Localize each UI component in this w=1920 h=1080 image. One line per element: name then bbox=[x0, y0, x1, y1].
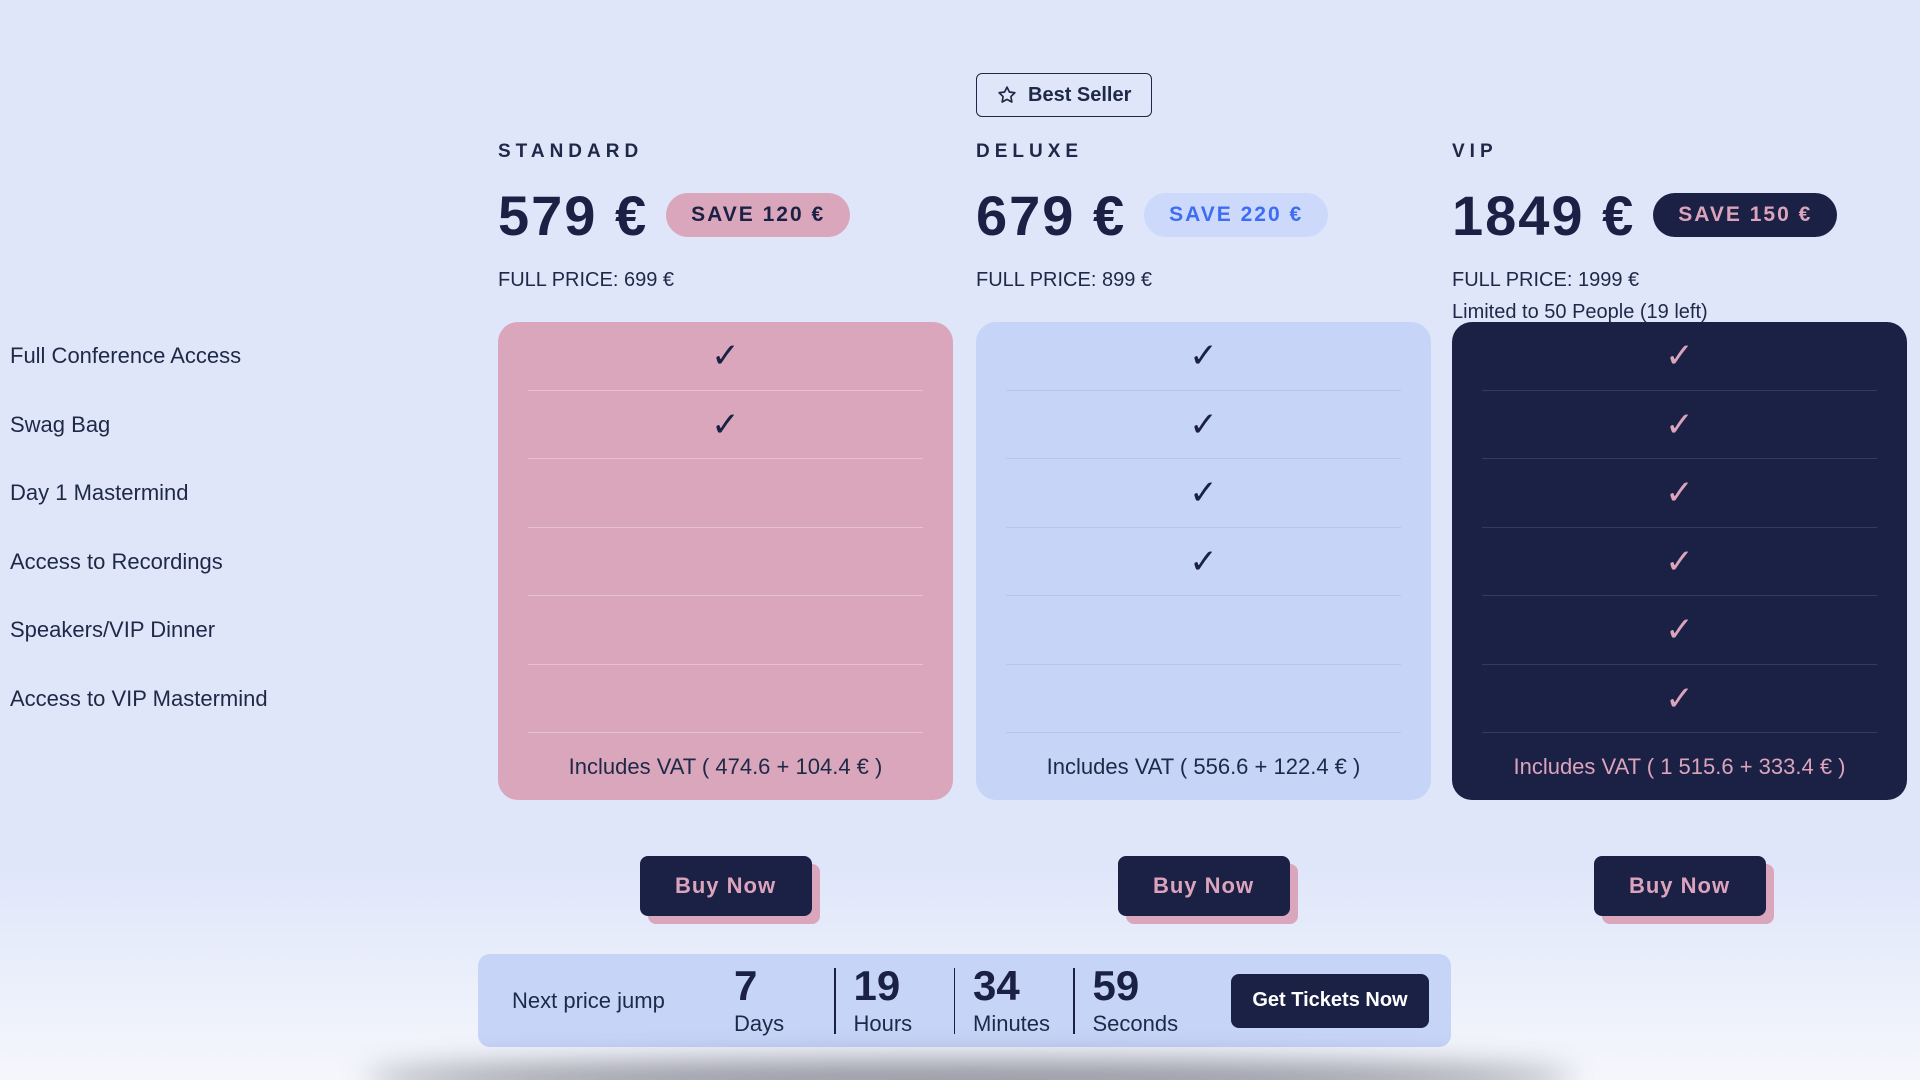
feature-label-text: Access to VIP Mastermind bbox=[10, 685, 268, 711]
feature-label: Swag Bag bbox=[10, 391, 430, 460]
check-cell: ✓ bbox=[711, 337, 740, 376]
tier-name: VIP bbox=[1452, 141, 1498, 162]
feature-check-row bbox=[498, 596, 953, 665]
feature-label-text: Day 1 Mastermind bbox=[10, 480, 189, 506]
limited-note: Limited to 50 People (19 left) bbox=[1452, 301, 1708, 323]
divider bbox=[1073, 967, 1075, 1034]
save-badge: SAVE 150 € bbox=[1653, 193, 1838, 237]
check-cell: ✓ bbox=[1665, 542, 1694, 581]
bottom-shadow bbox=[365, 1062, 1575, 1080]
tier-name: STANDARD bbox=[498, 141, 644, 162]
countdown-unit-label: Hours bbox=[853, 1010, 913, 1036]
tier-header: VIP 1849 € SAVE 150 € FULL PRICE: 1999 €… bbox=[1452, 141, 1907, 323]
countdown-value: 59 bbox=[1092, 962, 1140, 1010]
check-cell: ✓ bbox=[1189, 542, 1218, 581]
star-icon bbox=[997, 85, 1017, 105]
feature-list: Full Conference Access Swag Bag Day 1 Ma… bbox=[10, 322, 430, 733]
tier-column-vip: VIP 1849 € SAVE 150 € FULL PRICE: 1999 €… bbox=[1452, 141, 1907, 916]
feature-label-text: Full Conference Access bbox=[10, 343, 242, 369]
feature-check-row: ✓ bbox=[1452, 322, 1907, 391]
save-badge: SAVE 120 € bbox=[666, 193, 851, 237]
tier-header: DELUXE 679 € SAVE 220 € FULL PRICE: 899 … bbox=[976, 141, 1431, 322]
countdown-unit-hours: 19 Hours bbox=[854, 964, 950, 1036]
countdown-unit-label: Minutes bbox=[973, 1010, 1051, 1036]
feature-check-row: ✓ bbox=[1452, 459, 1907, 528]
feature-check-row bbox=[976, 665, 1431, 734]
feature-label-text: Access to Recordings bbox=[10, 548, 223, 574]
feature-check-row: ✓ bbox=[1452, 528, 1907, 597]
tier-column-standard: STANDARD 579 € SAVE 120 € FULL PRICE: 69… bbox=[498, 141, 953, 916]
full-price: FULL PRICE: 699 € bbox=[498, 269, 675, 291]
feature-label: Full Conference Access bbox=[10, 322, 430, 391]
countdown-unit-label: Days bbox=[734, 1010, 785, 1036]
countdown-value: 7 bbox=[734, 962, 758, 1010]
tier-header: STANDARD 579 € SAVE 120 € FULL PRICE: 69… bbox=[498, 141, 953, 322]
check-cell: ✓ bbox=[1665, 405, 1694, 444]
feature-check-row: ✓ bbox=[1452, 391, 1907, 460]
check-cell: ✓ bbox=[1665, 474, 1694, 513]
feature-check-row: ✓ bbox=[1452, 665, 1907, 734]
check-cell: ✓ bbox=[1665, 611, 1694, 650]
vat-note: Includes VAT ( 474.6 + 104.4 € ) bbox=[568, 753, 883, 779]
tier-column-deluxe: DELUXE 679 € SAVE 220 € FULL PRICE: 899 … bbox=[976, 141, 1431, 916]
feature-check-row: ✓ bbox=[498, 322, 953, 391]
check-cell: ✓ bbox=[1665, 679, 1694, 718]
feature-check-row bbox=[498, 459, 953, 528]
feature-matrix-card: ✓ ✓ ✓ ✓ Includes VAT ( 556.6 + 122.4 € ) bbox=[976, 322, 1431, 800]
divider bbox=[834, 967, 836, 1034]
countdown-unit-label: Seconds bbox=[1092, 1010, 1179, 1036]
check-cell: ✓ bbox=[1665, 337, 1694, 376]
vat-note: Includes VAT ( 1 515.6 + 333.4 € ) bbox=[1513, 753, 1846, 779]
feature-matrix-card: ✓ ✓ Includes VAT ( 474.6 + 104.4 € ) bbox=[498, 322, 953, 800]
buy-now-button[interactable]: Buy Now bbox=[1117, 856, 1290, 916]
buy-now-button[interactable]: Buy Now bbox=[639, 856, 812, 916]
feature-check-row bbox=[976, 596, 1431, 665]
check-cell: ✓ bbox=[1189, 405, 1218, 444]
tier-price: 679 € bbox=[976, 183, 1127, 247]
feature-label: Access to Recordings bbox=[10, 528, 430, 597]
countdown-value: 34 bbox=[973, 962, 1020, 1010]
get-tickets-button[interactable]: Get Tickets Now bbox=[1231, 973, 1429, 1028]
feature-check-row: ✓ bbox=[976, 391, 1431, 460]
feature-label: Access to VIP Mastermind bbox=[10, 665, 430, 734]
buy-now-button[interactable]: Buy Now bbox=[1593, 856, 1766, 916]
feature-check-row: ✓ bbox=[1452, 596, 1907, 665]
countdown-unit-seconds: 59 Seconds bbox=[1093, 964, 1189, 1036]
feature-label: Speakers/VIP Dinner bbox=[10, 596, 430, 665]
countdown-unit-days: 7 Days bbox=[734, 964, 830, 1036]
full-price: FULL PRICE: 1999 € bbox=[1452, 269, 1640, 291]
feature-check-row: ✓ bbox=[976, 459, 1431, 528]
save-badge: SAVE 220 € bbox=[1144, 193, 1329, 237]
vat-note: Includes VAT ( 556.6 + 122.4 € ) bbox=[1046, 753, 1361, 779]
feature-check-row: ✓ bbox=[976, 528, 1431, 597]
best-seller-badge: Best Seller bbox=[976, 73, 1153, 117]
feature-check-row bbox=[498, 528, 953, 597]
best-seller-label: Best Seller bbox=[1028, 83, 1132, 106]
check-cell: ✓ bbox=[1189, 474, 1218, 513]
feature-label-text: Swag Bag bbox=[10, 411, 111, 437]
feature-check-row bbox=[498, 665, 953, 734]
feature-check-row: ✓ bbox=[498, 391, 953, 460]
full-price: FULL PRICE: 899 € bbox=[976, 269, 1153, 291]
feature-label-text: Speakers/VIP Dinner bbox=[10, 617, 216, 643]
countdown-value: 19 bbox=[853, 962, 901, 1010]
countdown-units: 7 Days 19 Hours 34 Minutes 59 Seconds bbox=[734, 964, 1189, 1036]
countdown-unit-minutes: 34 Minutes bbox=[973, 964, 1069, 1036]
feature-label: Day 1 Mastermind bbox=[10, 459, 430, 528]
countdown-bar: Next price jump 7 Days 19 Hours 34 Minut… bbox=[478, 954, 1451, 1047]
countdown-label: Next price jump bbox=[512, 987, 665, 1013]
tier-price: 579 € bbox=[498, 183, 649, 247]
tier-price: 1849 € bbox=[1452, 183, 1636, 247]
feature-matrix-card: ✓ ✓ ✓ ✓ ✓ ✓ Includes VAT ( 1 515.6 + 333… bbox=[1452, 322, 1907, 800]
feature-check-row: ✓ bbox=[976, 322, 1431, 391]
check-cell: ✓ bbox=[711, 405, 740, 444]
divider bbox=[953, 967, 955, 1034]
tier-name: DELUXE bbox=[976, 141, 1084, 162]
check-cell: ✓ bbox=[1189, 337, 1218, 376]
